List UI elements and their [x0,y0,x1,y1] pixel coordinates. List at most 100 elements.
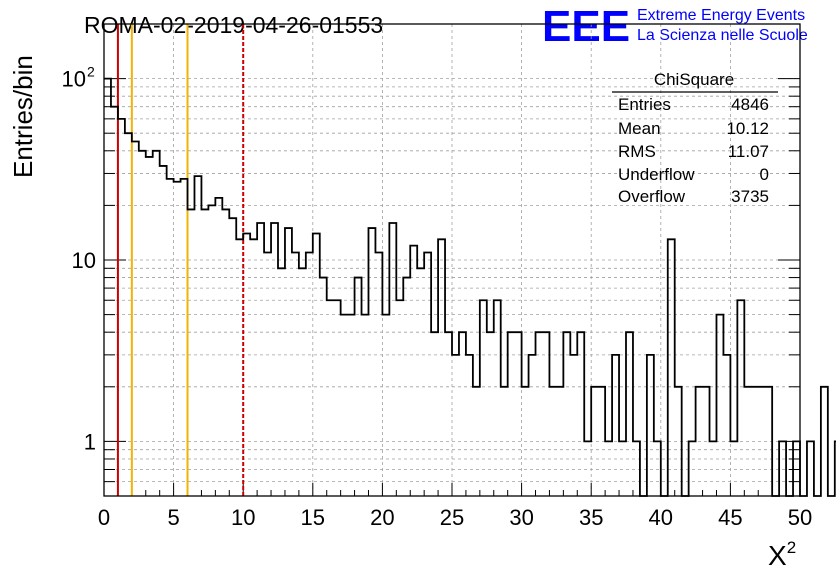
histogram-bin [153,151,160,496]
histogram-bin [271,223,278,496]
histogram-bin [375,252,382,496]
eee-logo: EEE [542,2,630,51]
logo-caption-line1: Extreme Energy Events [637,7,805,24]
histogram-bin [313,233,320,496]
histogram-bin [612,355,619,496]
histogram-bin [139,151,146,496]
x-tick-label: 20 [370,505,394,530]
stats-row-mean: Mean 10.12 [618,119,769,138]
stats-value: 3735 [731,187,769,206]
x-axis-title-base: X [768,540,787,571]
histogram-bin [737,300,744,496]
stats-title: ChiSquare [654,70,734,89]
histogram-bin [382,315,389,496]
histogram-bin [807,441,814,496]
stats-row-rms: RMS 11.07 [618,142,769,161]
histogram-bin [104,79,111,496]
histogram-bin [466,355,473,496]
histogram-bin [327,300,334,496]
histogram-bin [188,209,195,496]
x-tick-label: 40 [649,505,673,530]
plot-frame [103,23,801,497]
histogram-bin [389,223,396,496]
histogram-bin [529,355,536,496]
stats-label: Entries [618,95,671,114]
logo-caption-line2: La Scienza nelle Scuole [637,27,808,44]
histogram-bin [417,268,424,496]
histogram-bin [480,300,487,496]
y-tick-label: 10 [72,248,96,273]
y-tick-label: 10 [62,67,86,92]
histogram-bin [132,142,139,496]
histogram-bin [201,209,208,496]
histogram-bin [494,300,501,496]
x-tick-label: 50 [788,505,812,530]
stats-value: 0 [760,165,769,184]
histogram-bin [396,300,403,496]
histogram-bin [563,332,570,496]
histogram-bin [577,332,584,496]
x-tick-label: 15 [301,505,325,530]
histogram-bin [167,179,174,496]
histogram-bin [222,209,229,496]
histogram-bin [508,332,515,496]
x-tick-label: 0 [98,505,110,530]
x-tick-label: 10 [231,505,255,530]
stats-row-overflow: Overflow 3735 [618,187,769,206]
stats-box: ChiSquare Entries 4846 Mean 10.12 RMS 11… [612,70,778,206]
histogram-bin [111,107,118,496]
histogram-bin [821,387,828,496]
histogram-bin [647,355,654,496]
histogram-bin [410,246,417,496]
histogram-bin [299,268,306,496]
stats-label: Overflow [618,187,686,206]
histogram-bin [424,252,431,496]
histogram-outline [104,77,836,497]
run-title: ROMA-02-2019-04-26-01553 [84,12,383,38]
histogram-bin [118,119,125,496]
threshold-lines [116,24,245,496]
histogram-bin [264,252,271,496]
histogram-bin [334,300,341,496]
y-tick-label-exponent: 2 [87,64,95,80]
stats-value: 11.07 [728,142,769,161]
stats-label: Mean [618,119,661,138]
histogram-bin [626,332,633,496]
histogram-bin [194,176,201,496]
histogram-bin [174,182,181,496]
histogram-bin [459,332,466,496]
x-tick-label: 25 [440,505,464,530]
histogram-bin [431,332,438,496]
histogram-series [104,77,836,497]
histogram-bin [160,166,167,496]
histogram-bin [341,315,348,496]
histogram-bin [292,252,299,496]
stats-row-underflow: Underflow 0 [618,165,769,184]
histogram-bin [723,355,730,496]
histogram-bin [445,332,452,496]
histogram-bin [278,268,285,496]
histogram-bin [515,332,522,496]
histogram-bin [146,157,153,496]
histogram-bin [181,179,188,496]
x-tick-label: 5 [167,505,179,530]
histogram-bin [570,355,577,496]
histogram-bin [243,233,250,496]
x-tick-label: 45 [718,505,742,530]
stats-value: 10.12 [726,119,769,138]
y-tick-label: 1 [84,429,96,454]
stats-row-entries: Entries 4846 [618,95,769,114]
x-axis-title-superscript: 2 [787,538,796,557]
stats-label: Underflow [618,165,695,184]
stats-label: RMS [618,142,656,161]
histogram-bin [487,332,494,496]
histogram-bin [306,252,313,496]
stats-value: 4846 [731,95,769,114]
x-tick-label: 35 [579,505,603,530]
histogram-bin [452,355,459,496]
histogram-bin [348,315,355,496]
x-tick-label: 30 [509,505,533,530]
x-axis-title: X2 [768,538,796,571]
